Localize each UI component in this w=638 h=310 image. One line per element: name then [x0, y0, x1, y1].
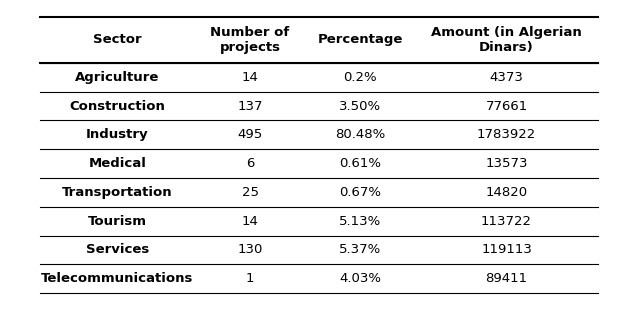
Text: Industry: Industry — [86, 128, 149, 141]
Text: 14: 14 — [242, 215, 258, 228]
Text: 80.48%: 80.48% — [335, 128, 385, 141]
Text: 3.50%: 3.50% — [339, 100, 381, 113]
Text: 5.37%: 5.37% — [339, 243, 381, 256]
Text: Medical: Medical — [89, 157, 147, 170]
Text: 0.2%: 0.2% — [343, 71, 377, 84]
Text: 0.67%: 0.67% — [339, 186, 381, 199]
Text: Agriculture: Agriculture — [75, 71, 160, 84]
Text: 14820: 14820 — [486, 186, 528, 199]
Text: Amount (in Algerian
Dinars): Amount (in Algerian Dinars) — [431, 26, 582, 54]
Text: Telecommunications: Telecommunications — [41, 272, 194, 285]
Text: 5.13%: 5.13% — [339, 215, 381, 228]
Text: Services: Services — [86, 243, 149, 256]
Text: Tourism: Tourism — [88, 215, 147, 228]
Text: 137: 137 — [237, 100, 263, 113]
Text: 119113: 119113 — [481, 243, 532, 256]
Text: 113722: 113722 — [481, 215, 532, 228]
Text: 77661: 77661 — [486, 100, 528, 113]
Text: 1: 1 — [246, 272, 255, 285]
Text: Percentage: Percentage — [317, 33, 403, 46]
Text: 130: 130 — [237, 243, 263, 256]
Text: Construction: Construction — [70, 100, 165, 113]
Text: 495: 495 — [237, 128, 263, 141]
Text: Transportation: Transportation — [62, 186, 173, 199]
Text: 89411: 89411 — [486, 272, 528, 285]
Text: 14: 14 — [242, 71, 258, 84]
Text: 4373: 4373 — [489, 71, 523, 84]
Text: 13573: 13573 — [486, 157, 528, 170]
Text: 25: 25 — [242, 186, 258, 199]
Text: 4.03%: 4.03% — [339, 272, 381, 285]
Text: 0.61%: 0.61% — [339, 157, 381, 170]
Text: Sector: Sector — [93, 33, 142, 46]
Text: 1783922: 1783922 — [477, 128, 536, 141]
Text: 6: 6 — [246, 157, 254, 170]
Text: Number of
projects: Number of projects — [211, 26, 290, 54]
